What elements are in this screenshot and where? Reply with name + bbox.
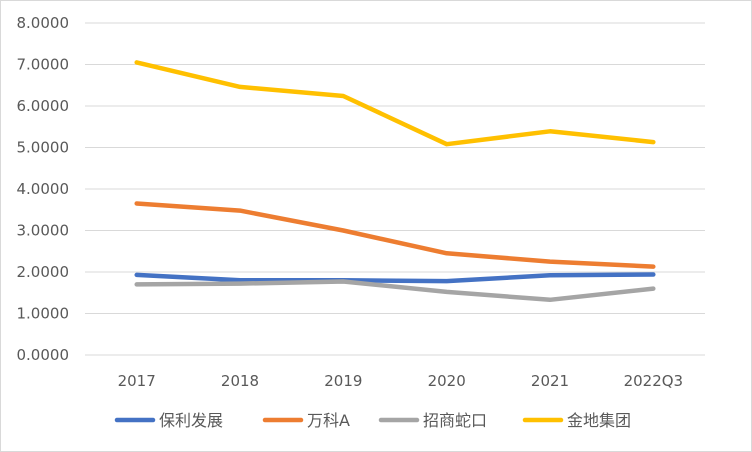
- y-tick-label: 3.0000: [17, 222, 70, 240]
- x-tick-label: 2021: [531, 372, 569, 390]
- x-tick-label: 2020: [428, 372, 466, 390]
- y-tick-label: 2.0000: [17, 263, 70, 281]
- legend-label: 招商蛇口: [423, 411, 487, 430]
- x-tick-label: 2018: [221, 372, 259, 390]
- y-tick-label: 6.0000: [17, 97, 70, 115]
- legend: 保利发展 万科A 招商蛇口 金地集团: [114, 411, 631, 430]
- x-tick-label: 2022Q3: [624, 372, 684, 390]
- legend-label: 金地集团: [567, 411, 631, 430]
- y-tick-label: 7.0000: [17, 56, 70, 74]
- legend-label: 保利发展: [159, 411, 223, 430]
- series-line: [134, 60, 656, 147]
- x-tick-label: 2017: [118, 372, 156, 390]
- series-line: [134, 201, 656, 269]
- x-axis-tick-labels: 2017 2018 2019 2020 2021 2022Q3: [118, 372, 684, 390]
- series-lines: [134, 60, 656, 303]
- y-tick-label: 1.0000: [17, 305, 70, 323]
- series-line: [134, 272, 656, 284]
- y-tick-label: 4.0000: [17, 180, 70, 198]
- y-tick-label: 0.0000: [17, 346, 70, 364]
- x-tick-label: 2019: [324, 372, 362, 390]
- y-tick-label: 5.0000: [17, 139, 70, 157]
- gridlines: [85, 22, 705, 356]
- series-line: [134, 279, 656, 303]
- y-tick-label: 8.0000: [17, 14, 70, 32]
- y-axis-tick-labels: 0.0000 1.0000 2.0000 3.0000 4.0000 5.0000 6.00…: [17, 14, 70, 364]
- legend-label: 万科A: [307, 411, 350, 430]
